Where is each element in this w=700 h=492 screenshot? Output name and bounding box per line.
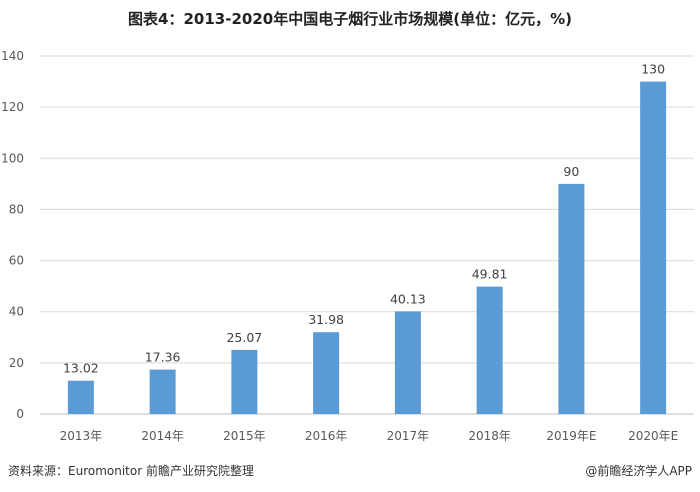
data-label: 49.81	[472, 267, 508, 282]
x-tick-label: 2014年	[141, 429, 184, 443]
x-tick-label: 2019年E	[546, 429, 596, 443]
x-tick-label: 2013年	[60, 429, 103, 443]
y-tick-label: 0	[16, 407, 24, 421]
bar	[149, 369, 176, 414]
y-axis-tick-labels: 0 20 40 60 80 100 120 140	[1, 49, 24, 421]
bar	[313, 332, 340, 414]
y-tick-label: 140	[1, 49, 24, 63]
credit-note: @前瞻经济学人APP	[585, 464, 692, 478]
data-label: 31.98	[308, 312, 344, 327]
bar	[640, 81, 667, 415]
y-tick-label: 40	[9, 305, 24, 319]
x-tick-label: 2017年	[387, 429, 430, 443]
data-labels: 13.02 17.36 25.07 31.98 40.13 49.81 90 130	[63, 62, 665, 376]
y-tick-label: 120	[1, 100, 24, 114]
footer: 资料来源：Euromonitor 前瞻产业研究院整理 @前瞻经济学人APP	[8, 462, 692, 480]
data-label: 25.07	[226, 330, 262, 345]
y-tick-label: 80	[9, 202, 24, 216]
bars	[67, 81, 667, 415]
x-axis-tick-labels: 2013年 2014年 2015年 2016年 2017年 2018年 2019年E 2020…	[60, 429, 679, 443]
bar	[476, 286, 503, 414]
bar	[558, 183, 585, 414]
x-tick-label: 2020年E	[628, 429, 678, 443]
gridlines	[40, 55, 694, 415]
chart-title: 图表4：2013-2020年中国电子烟行业市场规模(单位：亿元，%)	[128, 10, 572, 28]
data-label: 13.02	[63, 361, 99, 376]
data-label: 130	[641, 62, 665, 77]
x-tick-label: 2015年	[223, 429, 266, 443]
data-label: 17.36	[145, 350, 181, 365]
x-tick-label: 2018年	[468, 429, 511, 443]
bar	[394, 311, 421, 414]
y-tick-label: 60	[9, 254, 24, 268]
x-tick-label: 2016年	[305, 429, 348, 443]
source-note: 资料来源：Euromonitor 前瞻产业研究院整理	[8, 464, 254, 478]
data-label: 40.13	[390, 291, 426, 306]
y-tick-label: 20	[9, 356, 24, 370]
bar	[231, 349, 258, 414]
bar	[67, 380, 94, 414]
data-label: 90	[563, 164, 579, 179]
y-tick-label: 100	[1, 151, 24, 165]
